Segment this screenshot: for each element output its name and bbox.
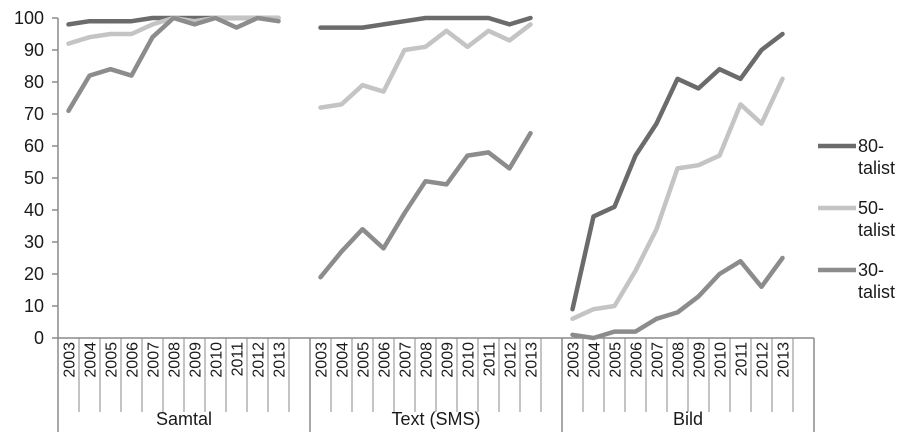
year-label: 2004: [587, 342, 604, 378]
panel-label: Text (SMS): [391, 409, 480, 429]
year-label: 2005: [608, 342, 625, 378]
year-label: 2003: [566, 342, 583, 378]
year-label: 2010: [713, 342, 730, 378]
year-label: 2011: [230, 342, 247, 377]
y-tick-label: 80: [24, 72, 44, 92]
year-label: 2012: [503, 342, 520, 378]
year-label: 2013: [272, 342, 289, 378]
year-label: 2013: [776, 342, 793, 378]
year-label: 2006: [629, 342, 646, 378]
year-label: 2011: [482, 342, 499, 377]
year-label: 2009: [188, 342, 205, 378]
year-label: 2010: [209, 342, 226, 378]
y-tick-label: 0: [34, 328, 44, 348]
legend-label-50-talist-line2: talist: [858, 220, 895, 240]
y-tick-label: 90: [24, 40, 44, 60]
y-tick-label: 10: [24, 296, 44, 316]
year-label: 2007: [146, 342, 163, 378]
year-label: 2012: [251, 342, 268, 378]
year-label: 2006: [125, 342, 142, 378]
year-label: 2003: [62, 342, 79, 378]
y-tick-label: 30: [24, 232, 44, 252]
series-line-text-sms-30-talist: [318, 130, 533, 280]
year-label: 2009: [440, 342, 457, 378]
year-label: 2007: [398, 342, 415, 378]
year-label: 2003: [314, 342, 331, 378]
year-label: 2007: [650, 342, 667, 378]
year-label: 2008: [419, 342, 436, 378]
year-label: 2010: [461, 342, 478, 378]
legend-label-50-talist: 50-: [858, 198, 884, 218]
year-label: 2004: [335, 342, 352, 378]
panel-label: Bild: [673, 409, 703, 429]
legend-label-80-talist: 80-: [858, 136, 884, 156]
year-label: 2012: [755, 342, 772, 378]
year-label: 2009: [692, 342, 709, 378]
year-label: 2011: [734, 342, 751, 377]
year-label: 2005: [356, 342, 373, 378]
series-line-text-sms-80-talist: [318, 15, 533, 30]
legend-label-30-talist-line2: talist: [858, 282, 895, 302]
series-line-text-sms-50-talist: [318, 22, 533, 110]
series-line-bild-80-talist: [570, 31, 785, 312]
series-line-bild-30-talist: [570, 255, 785, 341]
year-label: 2008: [671, 342, 688, 378]
series-line-samtal-30-talist: [66, 15, 281, 114]
year-label: 2005: [104, 342, 121, 378]
y-tick-label: 70: [24, 104, 44, 124]
legend-label-30-talist: 30-: [858, 260, 884, 280]
year-label: 2013: [524, 342, 541, 378]
y-tick-label: 40: [24, 200, 44, 220]
series-line-bild-50-talist: [570, 76, 785, 322]
y-tick-label: 100: [14, 8, 44, 28]
year-label: 2004: [83, 342, 100, 378]
y-tick-label: 60: [24, 136, 44, 156]
year-label: 2006: [377, 342, 394, 378]
panel-label: Samtal: [156, 409, 212, 429]
legend-label-80-talist-line2: talist: [858, 158, 895, 178]
y-tick-label: 20: [24, 264, 44, 284]
series-layer: [66, 15, 785, 341]
year-label: 2008: [167, 342, 184, 378]
y-tick-label: 50: [24, 168, 44, 188]
